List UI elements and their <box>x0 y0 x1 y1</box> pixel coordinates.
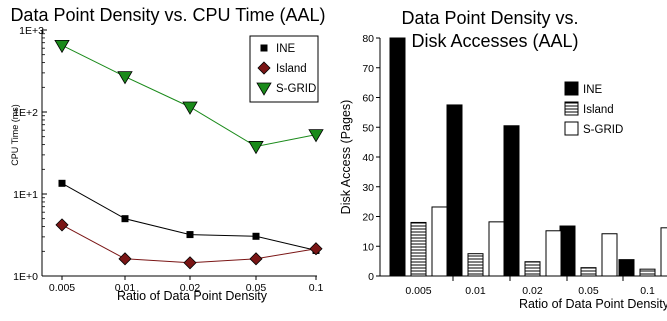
cpu-y-axis-label: CPU Time (ms) <box>10 104 20 166</box>
disk-legend-swatch-sgrid <box>564 121 579 136</box>
disk-y-tick-label: 0 <box>368 271 374 283</box>
disk-x-tick-label: 0.1 <box>640 285 655 297</box>
cpu-point-sgrid <box>117 71 133 85</box>
cpu-x-tick-label: 0.05 <box>246 282 267 294</box>
cpu-legend-label: INE <box>276 43 296 55</box>
cpu-point-island <box>55 218 69 232</box>
disk-bar-ine <box>446 104 463 277</box>
disk-y-tick-label: 70 <box>362 63 374 75</box>
disk-y-tick-label: 80 <box>362 33 374 45</box>
cpu-series-line-island <box>61 224 317 264</box>
cpu-plot-area: 1E+0 1E+1 1E+2 1E+3 0.005 0.01 0.02 0.05 0.1 <box>13 25 324 294</box>
cpu-point-island <box>118 252 132 266</box>
disk-access-chart: Data Point Density vs. Disk Accesses (AA… <box>339 8 667 311</box>
cpu-x-tick-label: 0.01 <box>115 282 136 294</box>
disk-bar-sgrid <box>545 230 562 277</box>
cpu-y-tick-label: 1E+0 <box>13 271 38 283</box>
cpu-point-island <box>249 252 263 266</box>
disk-bar-sgrid <box>601 233 618 277</box>
disk-y-tick-label: 50 <box>362 122 374 134</box>
disk-y-tick-label: 40 <box>362 152 374 164</box>
disk-x-tick-label: 0.05 <box>578 285 599 297</box>
disk-x-tick-label: 0.005 <box>405 285 431 297</box>
cpu-point-ine <box>186 231 194 239</box>
disk-bar-island <box>467 253 484 277</box>
disk-bar-ine <box>503 125 520 277</box>
cpu-legend: INE Island S-GRID <box>249 35 319 103</box>
cpu-chart-title: Data Point Density vs. CPU Time (AAL) <box>10 5 325 25</box>
disk-plot-area: 0 10 20 30 40 50 60 70 80 0.005 0.01 0.02 0.05 0.1 <box>362 33 667 297</box>
cpu-y-tick-label: 1E+2 <box>13 107 38 119</box>
disk-bar-island <box>580 267 597 277</box>
disk-x-tick-label: 0.01 <box>465 285 486 297</box>
cpu-x-tick-label: 0.02 <box>180 282 201 294</box>
cpu-point-ine <box>121 215 129 223</box>
disk-y-tick-label: 30 <box>362 182 374 194</box>
disk-bar-ine <box>618 259 635 277</box>
disk-bar-ine <box>559 225 576 277</box>
cpu-legend-label: Island <box>276 63 307 75</box>
disk-bar-island <box>410 221 427 277</box>
cpu-x-tick-label: 0.1 <box>309 282 324 294</box>
disk-y-tick-label: 60 <box>362 93 374 105</box>
disk-bar-island <box>639 268 656 277</box>
cpu-legend-marker-island <box>257 61 271 75</box>
disk-legend-label: S-GRID <box>583 124 623 136</box>
cpu-series-line-ine <box>61 182 317 251</box>
cpu-point-island <box>183 256 197 270</box>
disk-y-axis-label: Disk Access (Pages) <box>339 100 353 215</box>
disk-y-tick-label: 10 <box>362 241 374 253</box>
disk-bar-ine <box>389 37 406 277</box>
cpu-x-tick-label: 0.005 <box>49 282 75 294</box>
disk-bar-sgrid <box>660 227 667 277</box>
cpu-x-axis-label: Ratio of Data Point Density <box>117 289 268 303</box>
cpu-legend-marker-ine <box>260 44 268 52</box>
disk-legend-swatch-island <box>564 101 579 116</box>
disk-bar-island <box>524 261 541 277</box>
disk-x-tick-label: 0.02 <box>522 285 543 297</box>
disk-legend-label: Island <box>583 104 614 116</box>
cpu-point-ine <box>252 232 260 240</box>
cpu-point-sgrid <box>308 129 324 143</box>
cpu-time-chart: Data Point Density vs. CPU Time (AAL) CP… <box>10 5 326 303</box>
disk-legend-label: INE <box>583 84 603 96</box>
disk-chart-title-line2: Disk Accesses (AAL) <box>411 31 578 51</box>
disk-legend: INE Island S-GRID <box>564 81 623 136</box>
disk-legend-swatch-ine <box>564 81 579 96</box>
cpu-point-ine <box>58 179 66 187</box>
disk-y-tick-label: 20 <box>362 212 374 224</box>
cpu-y-tick-label: 1E+1 <box>13 189 38 201</box>
disk-chart-title-line1: Data Point Density vs. <box>401 8 578 28</box>
cpu-point-island <box>309 242 323 256</box>
cpu-y-tick-label: 1E+3 <box>19 25 44 37</box>
disk-bar-sgrid <box>488 221 505 277</box>
disk-bar-sgrid <box>431 206 448 277</box>
cpu-legend-marker-sgrid <box>256 82 272 96</box>
cpu-legend-label: S-GRID <box>276 83 316 95</box>
cpu-point-sgrid <box>182 101 198 115</box>
cpu-point-sgrid <box>54 39 70 54</box>
cpu-point-sgrid <box>248 141 264 155</box>
disk-x-axis-label: Ratio of Data Point Density <box>519 297 667 311</box>
